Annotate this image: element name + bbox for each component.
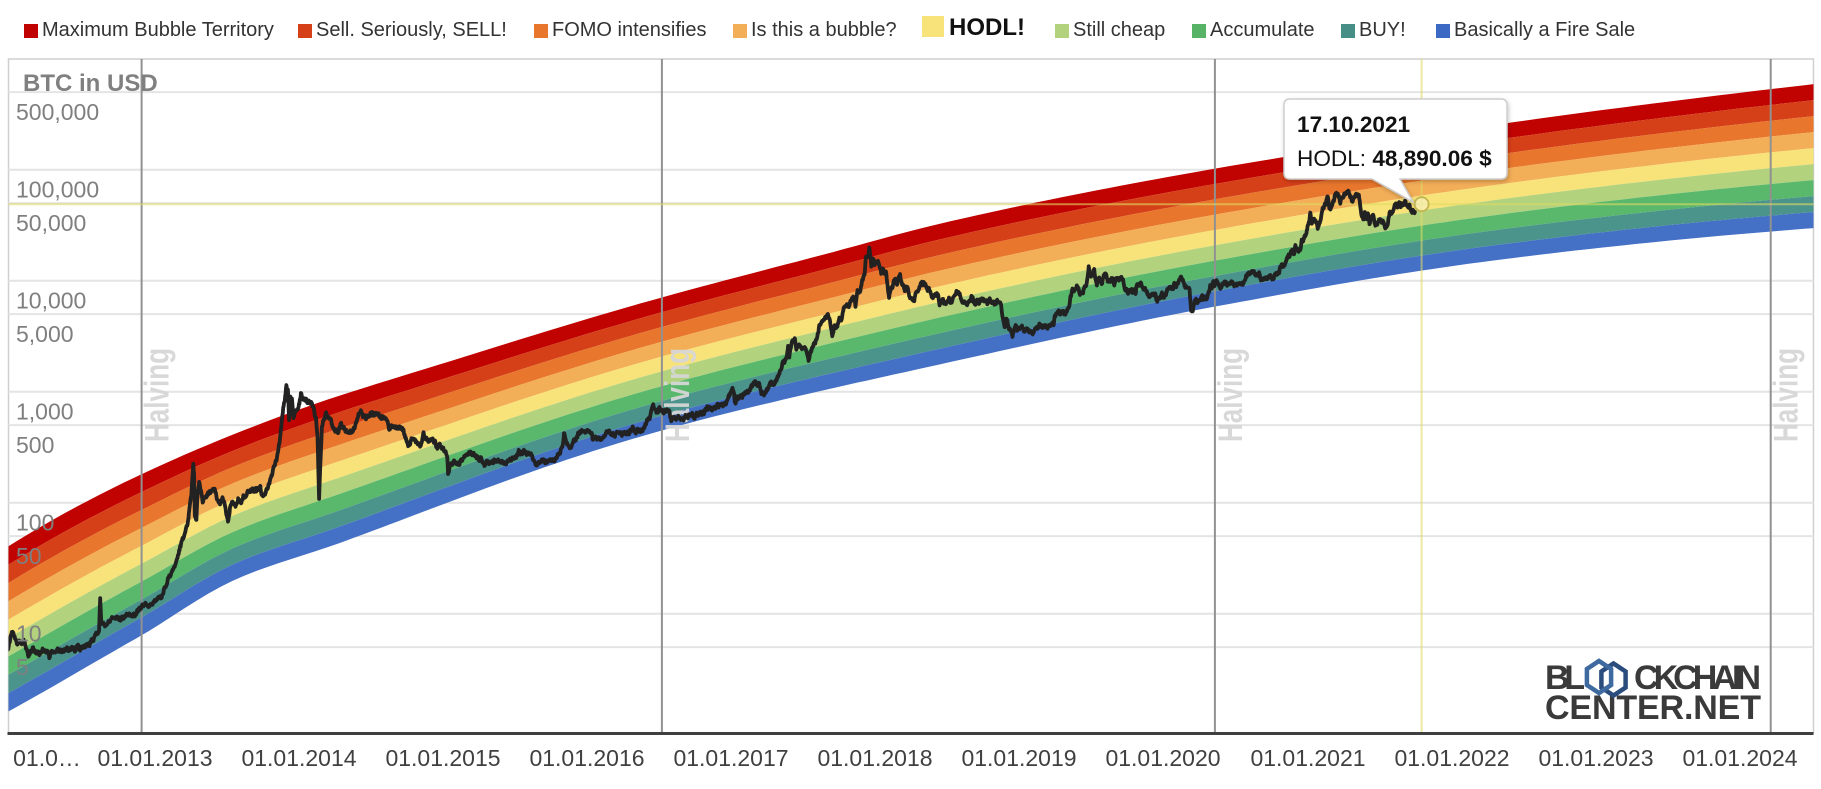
svg-text:CKCHAIN: CKCHAIN [1634,659,1761,697]
svg-text:01.01.2016: 01.01.2016 [529,745,644,771]
svg-text:01.01.2023: 01.01.2023 [1538,745,1653,771]
svg-text:BL: BL [1545,659,1585,697]
svg-text:BTC in USD: BTC in USD [23,70,158,97]
svg-text:01.01.2024: 01.01.2024 [1682,745,1797,771]
svg-text:01.01.2013: 01.01.2013 [97,745,212,771]
svg-text:01.01.2022: 01.01.2022 [1394,745,1509,771]
svg-text:01.01.2020: 01.01.2020 [1105,745,1220,771]
svg-text:500,000: 500,000 [16,99,99,125]
svg-text:1,000: 1,000 [16,399,74,425]
svg-text:01.01.2018: 01.01.2018 [817,745,932,771]
svg-text:Halving: Halving [139,348,177,442]
svg-text:50: 50 [16,543,42,569]
svg-text:500: 500 [16,432,54,458]
svg-text:Halving: Halving [659,348,697,442]
svg-text:100: 100 [16,510,54,536]
svg-text:01.01.2015: 01.01.2015 [385,745,500,771]
svg-text:17.10.2021: 17.10.2021 [1297,112,1410,137]
svg-text:100,000: 100,000 [16,177,99,203]
svg-text:01.01.2017: 01.01.2017 [673,745,788,771]
svg-text:HODL: 48,890.06 $: HODL: 48,890.06 $ [1297,146,1492,171]
svg-text:10,000: 10,000 [16,288,86,314]
svg-text:Halving: Halving [1768,348,1806,442]
svg-text:10: 10 [16,621,42,647]
svg-text:CENTER.NET: CENTER.NET [1545,689,1761,727]
svg-text:01.01.2019: 01.01.2019 [961,745,1076,771]
svg-text:01.01.2014: 01.01.2014 [241,745,356,771]
svg-text:5,000: 5,000 [16,321,74,347]
svg-text:50,000: 50,000 [16,210,86,236]
svg-text:01.0…: 01.0… [13,745,81,771]
svg-text:01.01.2021: 01.01.2021 [1250,745,1365,771]
svg-text:Halving: Halving [1212,348,1250,442]
svg-text:5: 5 [16,654,29,680]
